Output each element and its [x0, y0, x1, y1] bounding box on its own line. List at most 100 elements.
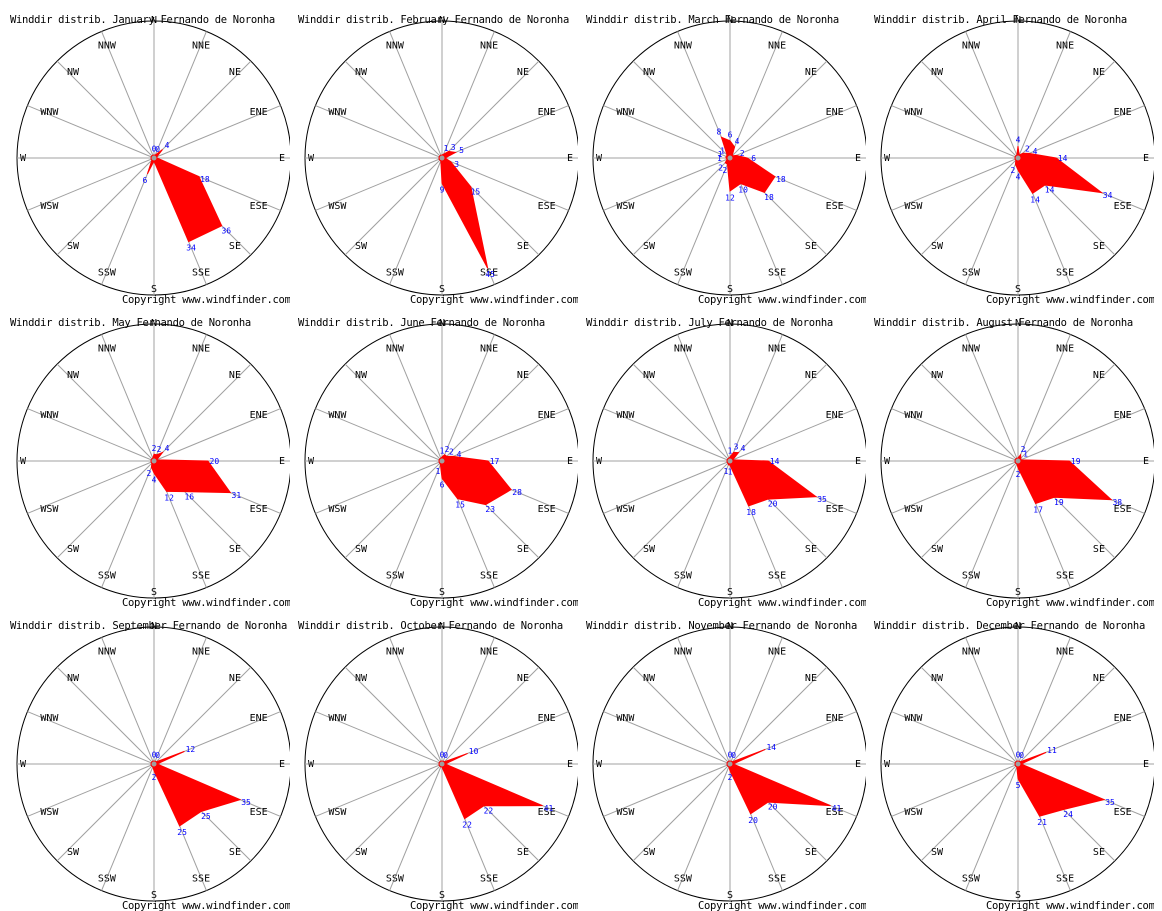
direction-label: NE — [1093, 673, 1105, 684]
value-label: 18 — [200, 175, 210, 184]
value-label: 11 — [1047, 746, 1057, 755]
direction-spoke — [27, 105, 155, 159]
center-dot — [727, 155, 733, 161]
direction-spoke — [965, 460, 1019, 588]
direction-spoke — [965, 334, 1019, 462]
value-label: 10 — [469, 747, 479, 756]
chart-title: Winddir distrib. June Fernando de Noronh… — [298, 317, 545, 329]
direction-spoke — [1017, 105, 1145, 159]
direction-spoke — [603, 408, 731, 462]
rose-polygon — [146, 149, 223, 243]
direction-label: SE — [517, 241, 529, 252]
value-label: 0 — [155, 145, 160, 154]
value-label: 12 — [164, 493, 174, 502]
direction-label: N — [727, 318, 733, 329]
direction-spoke — [920, 60, 1019, 159]
value-label: 35 — [817, 495, 827, 504]
direction-label: E — [855, 153, 861, 164]
value-label: 2 — [1011, 166, 1016, 175]
direction-spoke — [56, 460, 155, 559]
direction-label: ENE — [538, 713, 556, 724]
direction-label: ENE — [1114, 107, 1132, 118]
value-label: 1 — [1023, 449, 1028, 458]
value-label: 20 — [748, 816, 758, 825]
value-label: 4 — [165, 444, 170, 453]
direction-label: NNE — [768, 343, 786, 354]
direction-spoke — [153, 666, 252, 765]
value-label: 6 — [440, 481, 445, 490]
direction-label: ESE — [250, 201, 268, 212]
direction-label: NE — [517, 673, 529, 684]
direction-label: ESE — [538, 807, 556, 818]
direction-label: NNE — [1056, 343, 1074, 354]
direction-spoke — [920, 763, 1019, 862]
direction-label: NW — [931, 673, 944, 684]
direction-label: ESE — [1114, 201, 1132, 212]
direction-spoke — [56, 60, 155, 159]
direction-label: W — [884, 456, 891, 467]
direction-spoke — [344, 460, 443, 559]
direction-label: NNW — [386, 646, 405, 657]
direction-label: S — [727, 284, 733, 295]
direction-spoke — [441, 157, 569, 211]
value-label: 2 — [718, 163, 723, 172]
direction-label: E — [567, 759, 573, 770]
direction-label: SSE — [192, 571, 210, 582]
value-label: 41 — [544, 804, 554, 813]
direction-label: ENE — [826, 410, 844, 421]
direction-label: W — [20, 759, 27, 770]
direction-label: S — [439, 284, 445, 295]
center-dot — [439, 761, 445, 767]
value-label: 4 — [165, 141, 170, 150]
value-label: 1 — [720, 146, 725, 155]
direction-spoke — [729, 666, 828, 765]
direction-label: SE — [1093, 847, 1105, 858]
direction-label: WNW — [904, 713, 923, 724]
direction-label: NNW — [674, 343, 693, 354]
direction-label: E — [1143, 456, 1149, 467]
direction-label: SSW — [386, 571, 405, 582]
direction-label: NNE — [768, 646, 786, 657]
value-label: 15 — [455, 501, 465, 510]
direction-spoke — [603, 105, 731, 159]
rose-polygon — [726, 748, 831, 815]
copyright-text: Copyright www.windfinder.com — [410, 597, 578, 608]
wind-rose-panel: N NNE NE ENE E ESE SE SSE S SSW SW WSW W WNW NW NNW 2 2 4 2… — [0, 303, 290, 608]
direction-label: SSW — [98, 874, 117, 885]
direction-label: N — [151, 15, 157, 26]
value-label: 18 — [776, 175, 786, 184]
value-label: 4 — [741, 444, 746, 453]
direction-label: S — [727, 587, 733, 598]
value-label: 35 — [1105, 798, 1115, 807]
direction-label: S — [727, 890, 733, 901]
value-label: 6 — [728, 130, 733, 139]
value-label: 2 — [147, 469, 152, 478]
rose-polygon — [438, 752, 543, 820]
wind-rose-panel: N NNE NE ENE E ESE SE SSE S SSW SW WSW W WNW NW NNW 0 0 4 1… — [0, 0, 290, 305]
value-label: 17 — [490, 457, 500, 466]
direction-label: SSW — [386, 874, 405, 885]
chart-title: Winddir distrib. April Fernando de Noron… — [874, 14, 1127, 26]
value-label: 31 — [232, 491, 242, 500]
direction-spoke — [389, 334, 443, 462]
direction-label: SW — [643, 544, 656, 555]
direction-label: S — [151, 284, 157, 295]
center-dot — [439, 155, 445, 161]
direction-spoke — [1017, 363, 1116, 462]
direction-label: S — [151, 587, 157, 598]
value-label: 2 — [157, 445, 162, 454]
direction-label: WNW — [328, 107, 347, 118]
direction-spoke — [101, 157, 155, 285]
direction-spoke — [1017, 666, 1116, 765]
direction-label: N — [1015, 15, 1021, 26]
direction-label: ESE — [826, 201, 844, 212]
direction-label: SW — [643, 847, 656, 858]
wind-rose-panel: N NNE NE ENE E ESE SE SSE S SSW SW WSW W WNW NW NNW 0 0 11… — [864, 606, 1154, 911]
direction-label: NW — [643, 673, 656, 684]
copyright-text: Copyright www.windfinder.com — [698, 294, 866, 305]
direction-label: WSW — [328, 504, 347, 515]
center-dot — [151, 761, 157, 767]
copyright-text: Copyright www.windfinder.com — [698, 597, 866, 608]
